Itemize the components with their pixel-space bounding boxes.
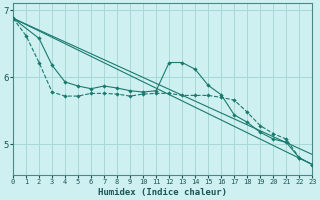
X-axis label: Humidex (Indice chaleur): Humidex (Indice chaleur): [98, 188, 227, 197]
